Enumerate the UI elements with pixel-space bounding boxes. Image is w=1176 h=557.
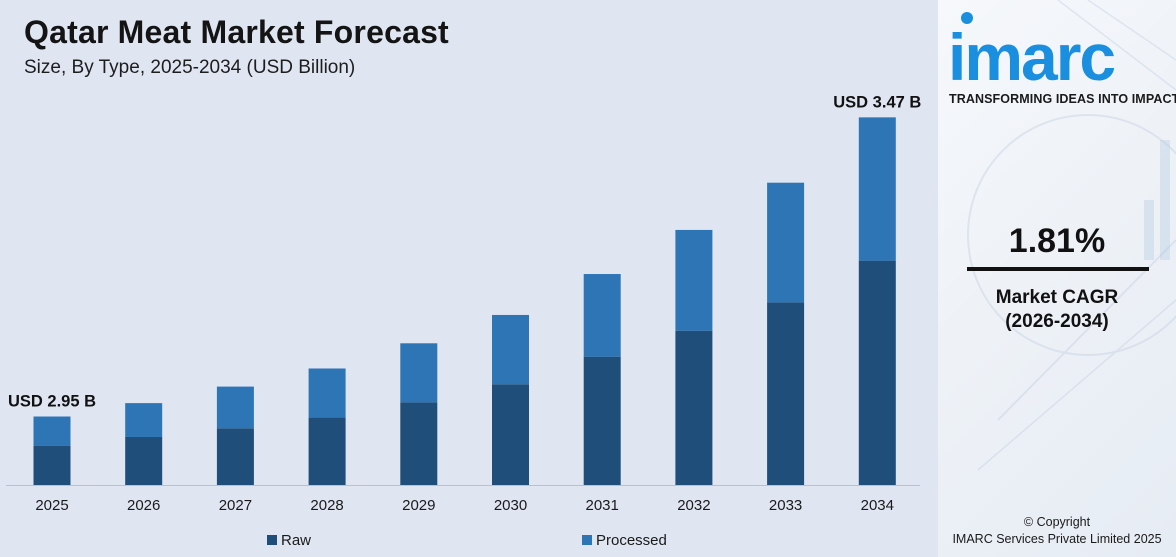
bar-raw-2031 (583, 356, 621, 485)
x-tick-label: 2026 (127, 497, 160, 514)
x-tick-label: 2031 (586, 497, 619, 514)
bar-raw-2025 (33, 445, 71, 485)
chart-panel: Qatar Meat Market Forecast Size, By Type… (6, 14, 922, 549)
cagr-value: 1.81% (1008, 222, 1106, 260)
x-tick-label: 2034 (861, 497, 894, 514)
x-tick-label: 2033 (769, 497, 802, 514)
bar-raw-2032 (675, 330, 713, 485)
data-annotation-2025: USD 2.95 B (8, 393, 96, 411)
bar-raw-2027 (216, 428, 254, 485)
bar-processed-2026 (125, 403, 163, 437)
x-tick-label: 2027 (219, 497, 252, 514)
legend-label-processed: Processed (596, 532, 667, 549)
bar-processed-2032 (675, 229, 713, 331)
chart-title: Qatar Meat Market Forecast (24, 14, 449, 50)
bar-processed-2033 (767, 182, 805, 303)
cagr-divider (967, 267, 1149, 271)
bar-raw-2030 (492, 384, 529, 485)
x-tick-label: 2032 (677, 497, 710, 514)
chart-subtitle: Size, By Type, 2025-2034 (USD Billion) (24, 57, 356, 78)
legend-swatch-raw (267, 535, 277, 545)
logo-wordmark: imarc (948, 20, 1116, 94)
bar-processed-2027 (216, 386, 254, 429)
bar-processed-2028 (308, 368, 346, 418)
data-annotation-2034: USD 3.47 B (833, 93, 921, 111)
cagr-label: Market CAGR (2026-2034) (938, 286, 1176, 334)
copyright-line1: © Copyright (1023, 515, 1091, 529)
cagr-label-line1: Market CAGR (995, 287, 1119, 308)
imarc-logo: imarc TRANSFORMING IDEAS INTO IMPACT (948, 12, 1176, 122)
side-panel: imarc TRANSFORMING IDEAS INTO IMPACT 1.8… (938, 0, 1176, 557)
x-tick-label: 2025 (35, 497, 68, 514)
cagr-label-line2: (2026-2034) (1005, 310, 1109, 332)
bar-raw-2034 (858, 260, 896, 485)
x-tick-label: 2028 (310, 497, 343, 514)
stacked-bar-chart: 2025 2026 2027 2028 2029 2030 2031 2032 2033 2034… (6, 93, 921, 549)
copyright-notice: © Copyright IMARC Services Private Limit… (938, 514, 1176, 548)
logo-tagline: TRANSFORMING IDEAS INTO IMPACT (949, 92, 1176, 106)
bar-processed-2025 (33, 416, 71, 446)
bar-raw-2028 (308, 417, 346, 485)
background-graphic (967, 0, 1176, 471)
legend-label-raw: Raw (281, 532, 311, 549)
bar-raw-2029 (400, 402, 438, 485)
copyright-line2: IMARC Services Private Limited 2025 (952, 531, 1162, 546)
legend-swatch-processed (582, 535, 592, 545)
x-tick-label: 2030 (494, 497, 527, 514)
bar-processed-2034 (858, 117, 896, 261)
bar-processed-2029 (400, 343, 438, 403)
bar-processed-2031 (583, 274, 621, 357)
bar-raw-2026 (125, 436, 163, 485)
x-tick-label: 2029 (402, 497, 435, 514)
logo-dot (961, 12, 973, 24)
bar-raw-2033 (767, 302, 805, 485)
bar-processed-2030 (492, 314, 529, 385)
